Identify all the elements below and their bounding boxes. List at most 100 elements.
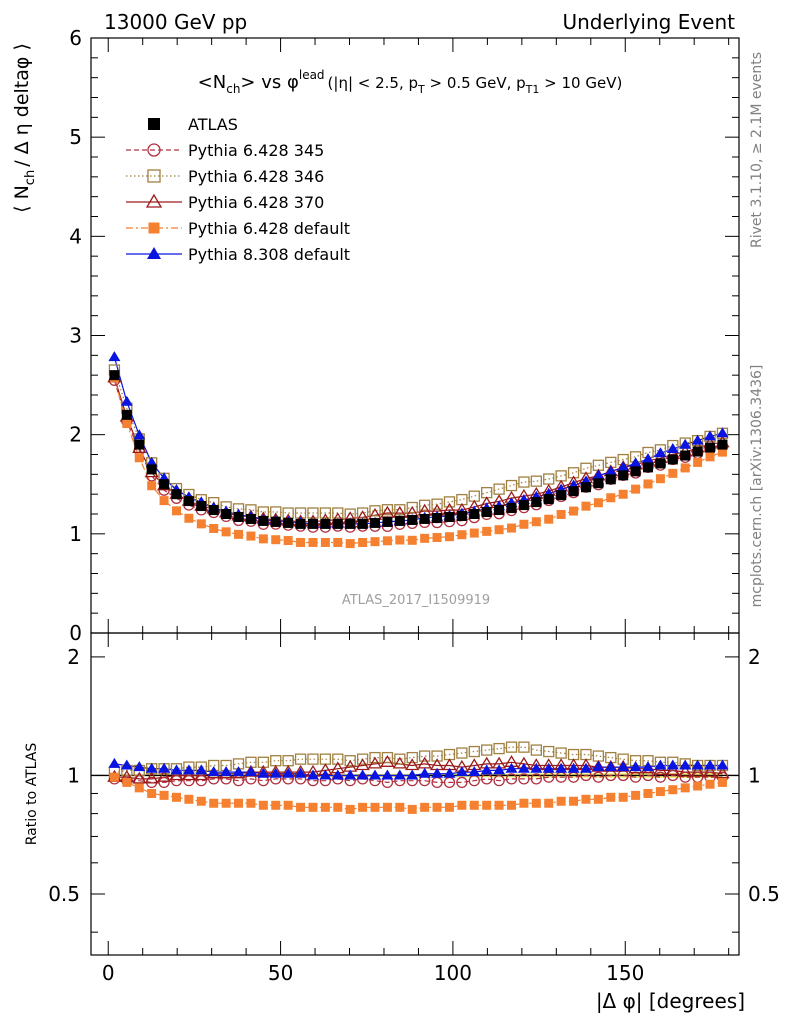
legend: ATLAS Pythia 6.428 345 Pythia 6.428 346 Pyt… <box>126 115 350 264</box>
ratio-point-pythia-8-308-default <box>604 761 617 772</box>
point-pythia-6-428-346 <box>369 505 381 517</box>
point-pythia-6-428-default <box>345 539 355 549</box>
ratio-point-pythia-6-428-346 <box>543 745 555 758</box>
point-pythia-6-428-default <box>209 523 219 533</box>
ratio-point-pythia-6-428-default <box>507 800 517 810</box>
data-point-atlas <box>419 513 430 524</box>
point-pythia-6-428-default <box>444 532 454 542</box>
point-pythia-8-308-default <box>617 461 630 472</box>
ratio-point-pythia-6-428-default <box>482 800 492 810</box>
ratio-point-pythia-6-428-345 <box>654 771 667 783</box>
point-pythia-6-428-346 <box>381 504 394 516</box>
ratio-point-pythia-8-308-default <box>331 769 344 780</box>
data-point-atlas <box>159 479 170 490</box>
point-pythia-6-428-default <box>593 498 603 508</box>
point-pythia-6-428-default <box>184 513 194 523</box>
ratio-point-pythia-8-308-default <box>480 764 493 775</box>
data-point-atlas <box>655 458 666 469</box>
data-point-atlas <box>171 489 182 500</box>
data-point-atlas <box>605 474 616 485</box>
point-pythia-8-308-default <box>108 351 121 362</box>
point-pythia-6-428-default <box>668 468 678 478</box>
ratio-point-pythia-6-428-370 <box>156 769 172 782</box>
ratio-point-pythia-8-308-default <box>282 767 295 778</box>
point-pythia-6-428-default <box>432 533 442 543</box>
point-pythia-6-428-default <box>631 484 641 494</box>
ratio-point-pythia-8-308-default <box>517 762 530 773</box>
point-pythia-6-428-default <box>333 537 343 547</box>
point-pythia-6-428-346 <box>394 504 406 516</box>
x-tick-label: 100 <box>434 961 472 985</box>
point-pythia-6-428-default <box>147 481 157 491</box>
ratio-point-pythia-6-428-default <box>258 800 268 810</box>
x-tick-label: 0 <box>102 961 115 985</box>
data-point-atlas <box>432 512 443 523</box>
ratio-point-pythia-6-428-346 <box>406 751 418 764</box>
point-pythia-8-308-default <box>133 429 146 440</box>
ratio-point-pythia-6-428-370 <box>144 771 159 784</box>
point-pythia-8-308-default <box>592 469 605 480</box>
data-point-atlas <box>258 515 269 526</box>
point-pythia-6-428-default <box>382 536 392 546</box>
ratio-point-pythia-6-428-370 <box>169 768 184 781</box>
ratio-point-pythia-6-428-default <box>358 802 368 812</box>
ratio-point-pythia-6-428-default <box>234 798 244 808</box>
ratio-point-pythia-6-428-default <box>705 779 715 789</box>
ratio-point-pythia-6-428-346 <box>419 750 431 762</box>
ratio-point-pythia-6-428-default <box>109 772 119 782</box>
ratio-point-pythia-6-428-346 <box>344 755 356 767</box>
ratio-point-pythia-6-428-346 <box>369 751 381 764</box>
ratio-point-pythia-6-428-346 <box>518 741 530 753</box>
ratio-point-pythia-6-428-default <box>432 802 442 812</box>
ratio-point-pythia-8-308-default <box>257 767 270 778</box>
ratio-point-pythia-6-428-345 <box>195 775 207 787</box>
ratio-point-pythia-8-308-default <box>369 769 381 780</box>
point-pythia-6-428-default <box>407 535 417 545</box>
ratio-point-pythia-8-308-default <box>133 761 146 772</box>
mcplots-reference-label: mcplots.cern.ch [arXiv:1306.3436] <box>749 365 765 608</box>
legend-marker-atlas <box>148 118 160 130</box>
ratio-point-pythia-6-428-345 <box>170 775 183 787</box>
ratio-point-pythia-6-428-default <box>296 802 306 812</box>
data-point-atlas <box>506 503 517 514</box>
ratio-point-pythia-8-308-default <box>108 757 121 768</box>
ratio-point-pythia-8-308-default <box>679 759 692 770</box>
ratio-point-pythia-6-428-345 <box>518 773 530 785</box>
ratio-point-pythia-8-308-default <box>170 764 183 775</box>
point-pythia-6-428-default <box>705 452 715 462</box>
point-pythia-6-428-default <box>581 501 591 511</box>
legend-marker-pythia-6-428-345 <box>147 143 161 157</box>
ratio-point-pythia-8-308-default <box>145 762 158 773</box>
ratio-point-pythia-6-428-default <box>134 783 144 793</box>
ratio-point-pythia-6-428-default <box>631 790 641 800</box>
data-point-atlas <box>146 464 157 475</box>
point-pythia-8-308-default <box>654 447 667 458</box>
ratio-point-pythia-6-428-default <box>420 802 430 812</box>
ratio-point-pythia-6-428-default <box>283 800 293 810</box>
data-point-atlas <box>556 490 567 501</box>
point-pythia-6-428-default <box>680 463 690 473</box>
legend-label-pythia-6-428-370: Pythia 6.428 370 <box>188 193 324 212</box>
ratio-point-pythia-6-428-345 <box>592 771 605 783</box>
point-pythia-6-428-default <box>519 519 529 529</box>
ratio-point-pythia-6-428-default <box>308 802 318 812</box>
data-point-atlas <box>680 450 691 461</box>
point-pythia-6-428-default <box>606 493 616 503</box>
ratio-point-pythia-8-308-default <box>691 759 704 770</box>
ratio-point-pythia-8-308-default <box>716 759 729 770</box>
ratio-point-pythia-6-428-default <box>606 792 616 802</box>
point-pythia-6-428-default <box>283 536 293 546</box>
ratio-point-pythia-6-428-default <box>531 798 541 808</box>
ratio-point-pythia-6-428-default <box>246 798 256 808</box>
data-point-atlas <box>270 516 281 527</box>
point-pythia-6-428-default <box>643 479 653 489</box>
data-point-atlas <box>357 518 368 529</box>
legend-label-pythia-6-428-345: Pythia 6.428 345 <box>188 141 324 160</box>
point-pythia-6-428-default <box>494 525 504 535</box>
point-pythia-6-428-default <box>122 419 132 429</box>
main-y-tick-label: 2 <box>69 423 82 447</box>
ratio-point-pythia-6-428-default <box>320 802 330 812</box>
x-axis-title: |Δ φ| [degrees] <box>596 989 745 1013</box>
